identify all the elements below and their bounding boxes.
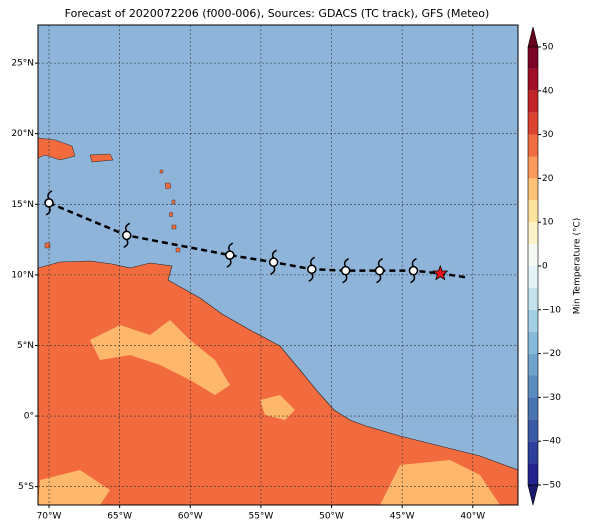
colorbar-band xyxy=(528,309,538,332)
colorbar-tick-label: 40 xyxy=(542,86,554,96)
colorbar-band xyxy=(528,47,538,69)
y-tick-label: 0° xyxy=(24,412,34,422)
storm-marker xyxy=(374,257,385,284)
colorbar-band xyxy=(528,397,538,420)
hispaniola xyxy=(38,137,76,161)
colorbar-band xyxy=(528,134,538,157)
puerto-rico xyxy=(89,153,114,163)
colorbar-band xyxy=(528,266,538,288)
storm-marker xyxy=(121,222,132,249)
colorbar-tick-label: −40 xyxy=(542,437,561,447)
storm-arm xyxy=(123,222,131,249)
colorbar-tick-label: 0 xyxy=(542,262,548,272)
colorbar-band xyxy=(528,222,538,245)
x-tick-label: 60°W xyxy=(178,512,203,522)
colorbar-over xyxy=(527,26,539,48)
land xyxy=(38,137,518,505)
storm-marker xyxy=(225,242,235,268)
storm-eye xyxy=(44,198,54,208)
storm-eye xyxy=(225,250,235,260)
storm-arm xyxy=(308,256,316,282)
colorbar-band xyxy=(528,353,538,376)
x-tick-label: 65°W xyxy=(107,512,132,522)
colorbar-tick-label: 30 xyxy=(542,130,554,140)
storm-eye xyxy=(121,230,132,241)
storm-marker xyxy=(340,257,351,284)
storm-eye xyxy=(268,257,279,267)
colorbar-tick-label: 20 xyxy=(542,174,554,184)
map-title: Forecast of 2020072206 (f000-006), Sourc… xyxy=(65,7,490,20)
map-frame xyxy=(37,24,519,506)
warm-patch xyxy=(90,320,230,395)
x-tick-label: 50°W xyxy=(319,512,344,522)
colorbar-tick-label: −50 xyxy=(542,481,561,491)
colorbar-label: Min Temperature (°C) xyxy=(573,218,583,315)
storm-marker xyxy=(408,257,419,284)
current-position xyxy=(432,264,449,281)
colorbar-tick-label: −20 xyxy=(542,349,561,359)
colorbar-band xyxy=(528,68,538,91)
x-tick-label: 55°W xyxy=(248,512,273,522)
storm-arm xyxy=(410,257,417,284)
y-tick-label: 5°N xyxy=(17,341,34,351)
colorbar-band xyxy=(528,287,538,310)
colorbar-tick-label: 50 xyxy=(542,43,554,53)
x-tick-label: 45°W xyxy=(390,512,415,522)
storm-eye xyxy=(340,265,351,276)
storm-marker xyxy=(268,249,279,275)
storm-marker xyxy=(307,256,317,282)
y-tick-label: 10°N xyxy=(11,270,34,280)
colorbar-tick-label: 10 xyxy=(542,218,554,228)
colorbar-band xyxy=(528,156,538,179)
x-tick-label: 40°W xyxy=(460,512,485,522)
storm-marker xyxy=(44,190,54,216)
y-tick-label: 20°N xyxy=(11,129,34,139)
y-tick-label: 25°N xyxy=(11,59,34,69)
storm-arm xyxy=(45,190,53,216)
warm-patch xyxy=(38,470,110,505)
storm-arm xyxy=(270,249,277,275)
warm-patch xyxy=(380,460,500,505)
colorbar-under xyxy=(527,484,539,506)
colorbar-band xyxy=(528,441,538,464)
colorbar-band xyxy=(528,375,538,398)
storm-eye xyxy=(374,265,385,276)
storm-arm xyxy=(342,257,350,284)
south-america xyxy=(38,260,518,505)
warm-patch xyxy=(260,395,295,420)
colorbar-band xyxy=(528,90,538,113)
storm-arm xyxy=(226,242,234,268)
colorbar-band xyxy=(528,112,538,135)
colorbar-band xyxy=(528,200,538,223)
colorbar-tick-label: −10 xyxy=(542,305,561,315)
storm-eye xyxy=(307,264,317,274)
colorbar-band xyxy=(528,178,538,201)
y-tick-label: 5°S xyxy=(18,482,34,492)
storm-arm xyxy=(376,257,383,284)
x-tick-label: 70°W xyxy=(37,512,62,522)
y-tick-label: 15°N xyxy=(11,200,34,210)
colorbar-tick-label: −30 xyxy=(542,393,561,403)
colorbar-band xyxy=(528,331,538,354)
colorbar-band xyxy=(528,244,538,266)
colorbar-band xyxy=(528,419,538,442)
storm-eye xyxy=(408,265,419,276)
colorbar-band xyxy=(528,463,538,485)
